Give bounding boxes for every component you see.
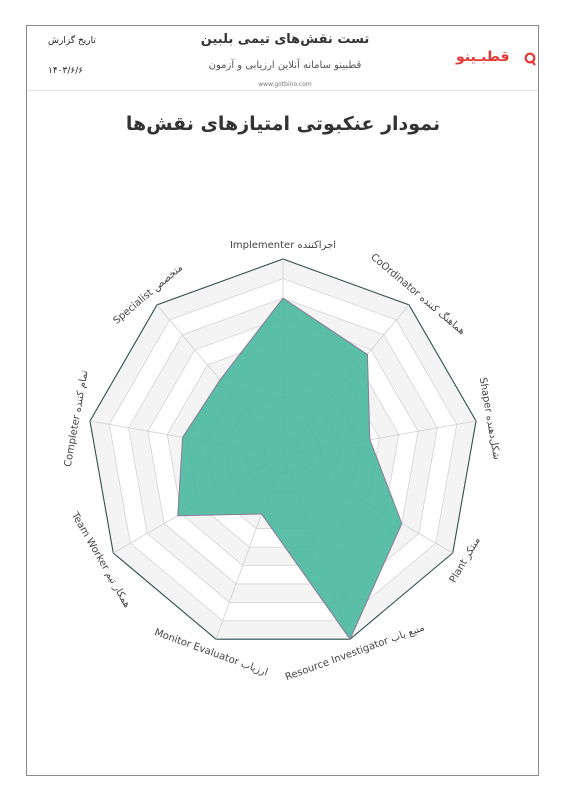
radar-data-area <box>177 297 403 641</box>
report-date-value: ۱۴۰۳/۶/۶ <box>48 66 84 76</box>
logo-text: قطبـینو <box>456 49 510 65</box>
report-subtitle: قطبینو سامانه آنلاین ارزیابی و آزمون <box>208 60 362 71</box>
radar-axis-label: Implementer اجراکننده <box>230 240 336 251</box>
report-date-label: تاریخ گزارش <box>48 36 96 46</box>
radar-axis-label: Completer تمام کننده <box>63 369 91 467</box>
report-title: تست نقش‌های تیمی بلبین <box>200 32 370 47</box>
logo-q-icon <box>524 52 536 66</box>
radar-axis-label: Shaper شکل‌دهنده <box>477 377 502 461</box>
page-frame <box>26 25 539 776</box>
brand-logo: قطبـینو <box>456 49 536 69</box>
website-url: www.gotbino.com <box>258 81 312 88</box>
report-header <box>27 26 538 91</box>
page-heading: نمودار عنکبوتی امتیازهای نقش‌ها <box>125 113 441 135</box>
